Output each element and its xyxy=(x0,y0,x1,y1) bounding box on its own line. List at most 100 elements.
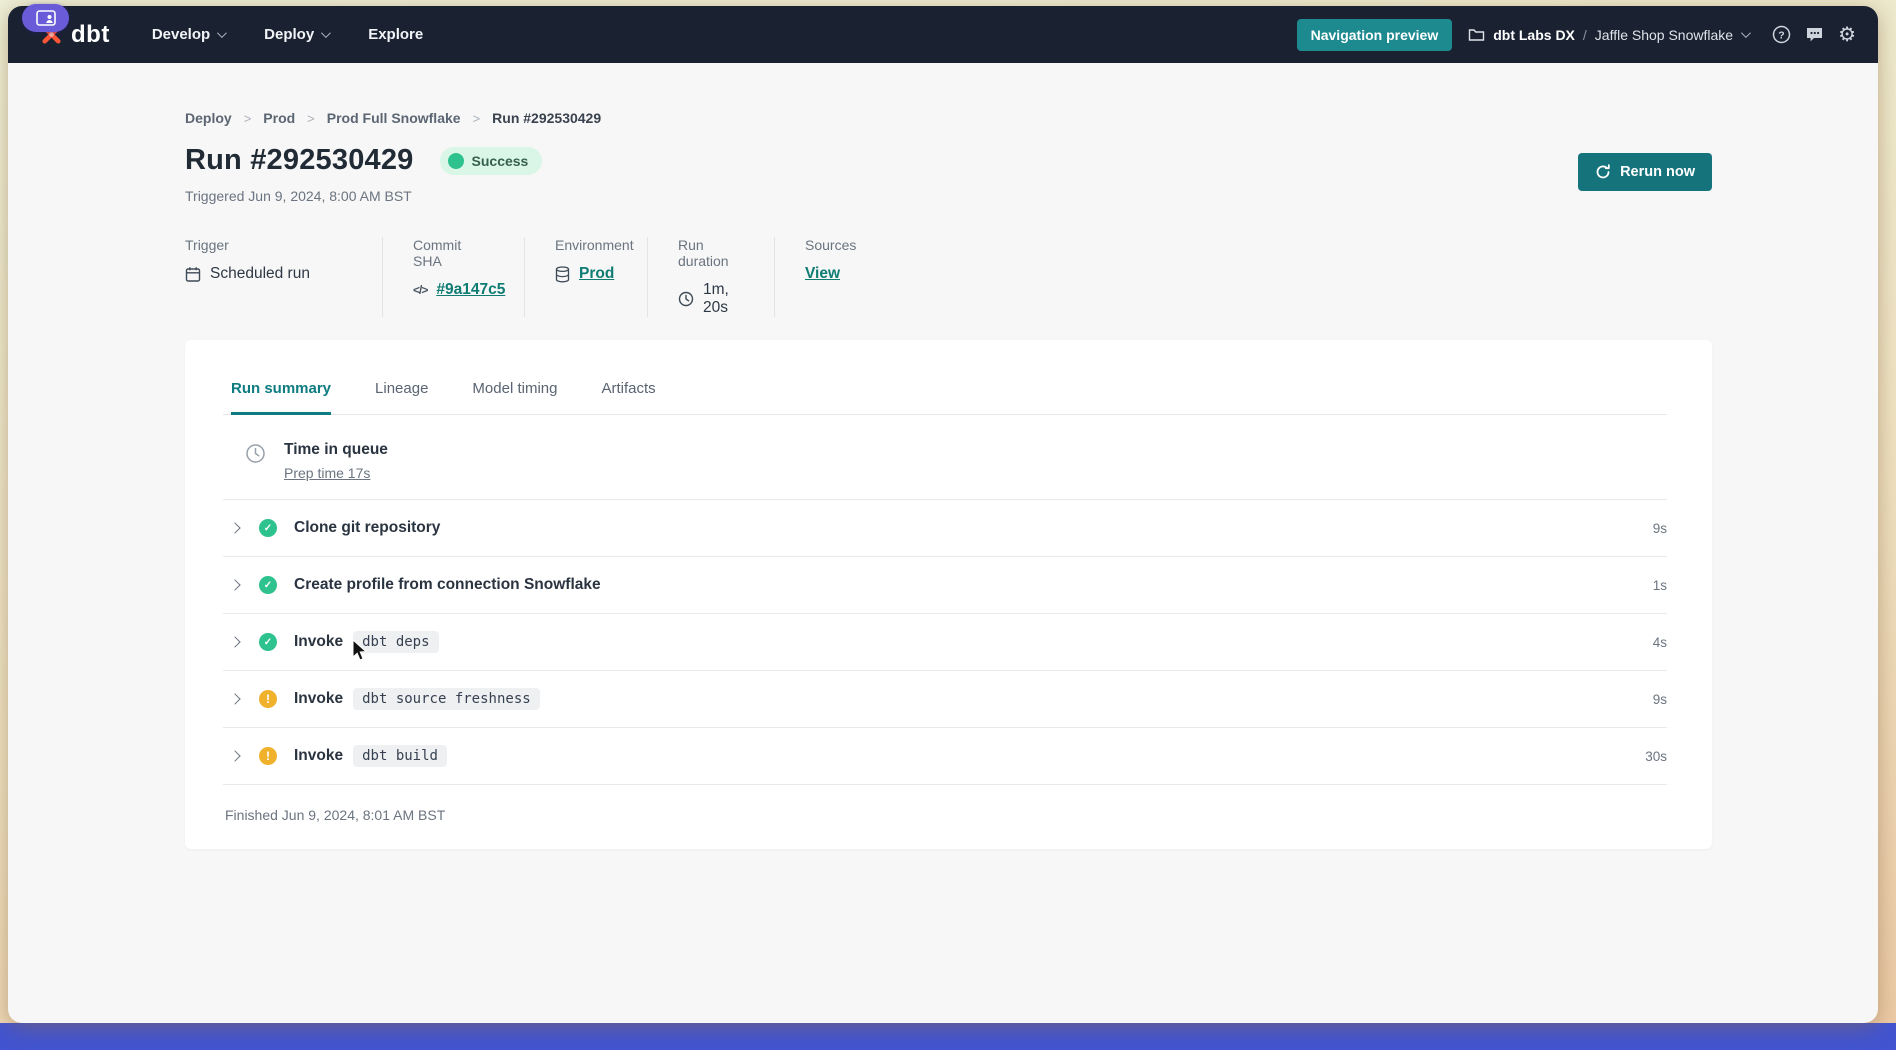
nav-icon-group: ? ⚙ xyxy=(1772,25,1856,45)
triggered-timestamp: Triggered Jun 9, 2024, 8:00 AM BST xyxy=(185,188,412,204)
chevron-down-icon[interactable] xyxy=(1741,28,1751,39)
step-row-dbt-deps[interactable]: Invoke dbt deps 4s xyxy=(223,614,1667,671)
breadcrumb-prod[interactable]: Prod xyxy=(263,110,296,126)
step-duration: 30s xyxy=(1645,748,1667,764)
step-status-icon xyxy=(259,747,277,765)
step-row-clone-git[interactable]: Clone git repository 9s xyxy=(223,500,1667,557)
screen-share-pill[interactable] xyxy=(22,4,69,32)
meta-environment: Environment Prod xyxy=(524,237,647,317)
status-badge-label: Success xyxy=(471,152,529,169)
step-code-chip: dbt deps xyxy=(353,631,439,653)
step-row-create-profile[interactable]: Create profile from connection Snowflake… xyxy=(223,557,1667,614)
menu-develop[interactable]: Develop xyxy=(151,26,228,43)
meta-trigger-label: Trigger xyxy=(185,237,229,253)
commit-sha-link[interactable]: #9a147c5 xyxy=(436,281,506,298)
menu-deploy[interactable]: Deploy xyxy=(264,26,332,43)
tab-lineage[interactable]: Lineage xyxy=(375,380,429,397)
page-title: Run #292530429 xyxy=(185,144,414,176)
meta-run-duration: Run duration 1m, 20s xyxy=(647,237,774,317)
success-check-icon xyxy=(447,152,464,169)
svg-text:?: ? xyxy=(1778,29,1784,41)
expand-chevron-icon[interactable] xyxy=(229,750,241,762)
menu-develop-label: Develop xyxy=(151,26,211,43)
sources-view-link[interactable]: View xyxy=(805,265,841,282)
calendar-icon xyxy=(185,266,201,283)
expand-chevron-icon[interactable] xyxy=(229,579,241,591)
step-duration: 4s xyxy=(1652,634,1667,650)
dbt-logo[interactable]: dbt xyxy=(38,21,110,49)
taskbar-strip xyxy=(0,1023,1896,1050)
folder-icon xyxy=(1468,27,1485,42)
help-icon[interactable]: ? xyxy=(1772,25,1791,44)
feedback-icon[interactable] xyxy=(1805,26,1824,44)
step-duration: 9s xyxy=(1652,691,1667,707)
breadcrumb-separator: > xyxy=(307,110,315,126)
nav-right-group: Navigation preview dbt Labs DX / Jaffle … xyxy=(1296,18,1856,51)
chevron-down-icon xyxy=(321,28,332,39)
environment-link[interactable]: Prod xyxy=(579,265,615,282)
finished-timestamp: Finished Jun 9, 2024, 8:01 AM BST xyxy=(225,807,446,823)
primary-menu: Develop Deploy Explore xyxy=(152,26,423,43)
step-label: Invoke xyxy=(294,747,344,764)
clock-icon xyxy=(678,291,694,307)
step-label: Create profile from connection Snowflake xyxy=(294,576,601,593)
top-nav: dbt Develop Deploy Explore Navigation pr… xyxy=(8,6,1878,63)
meta-sources: Sources View xyxy=(774,237,890,317)
time-in-queue-block: Time in queue Prep time 17s xyxy=(223,415,1667,500)
step-row-dbt-build[interactable]: Invoke dbt build 30s xyxy=(223,728,1667,785)
database-icon xyxy=(555,265,570,283)
dbt-wordmark: dbt xyxy=(71,20,110,48)
tab-bar: Run summary Lineage Model timing Artifac… xyxy=(223,380,1667,415)
meta-trigger: Trigger Scheduled run xyxy=(185,237,382,317)
run-metadata: Trigger Scheduled run Commit SHA </> #9a… xyxy=(185,237,1712,317)
gear-icon[interactable]: ⚙ xyxy=(1838,23,1856,46)
step-status-icon xyxy=(259,690,277,708)
step-duration: 9s xyxy=(1652,520,1667,536)
rerun-now-label: Rerun now xyxy=(1620,164,1695,180)
meta-trigger-value: Scheduled run xyxy=(210,265,310,282)
run-detail-page: Deploy > Prod > Prod Full Snowflake > Ru… xyxy=(185,63,1712,889)
step-row-source-freshness[interactable]: Invoke dbt source freshness 9s xyxy=(223,671,1667,728)
account-breadcrumb[interactable]: dbt Labs DX / Jaffle Shop Snowflake xyxy=(1468,26,1751,43)
expand-chevron-icon[interactable] xyxy=(229,636,241,648)
breadcrumb-run: Run #292530429 xyxy=(492,110,602,126)
expand-chevron-icon[interactable] xyxy=(229,522,241,534)
mouse-cursor xyxy=(352,640,371,662)
tab-model-timing[interactable]: Model timing xyxy=(472,380,558,397)
step-code-chip: dbt build xyxy=(353,745,447,767)
tab-run-summary[interactable]: Run summary xyxy=(231,380,332,415)
browser-profile-icon xyxy=(35,10,56,26)
expand-chevron-icon[interactable] xyxy=(229,693,241,705)
status-badge: Success xyxy=(439,146,543,175)
run-summary-card: Run summary Lineage Model timing Artifac… xyxy=(185,340,1712,849)
chevron-down-icon xyxy=(217,28,228,39)
step-duration: 1s xyxy=(1652,577,1667,593)
prep-time-link[interactable]: Prep time 17s xyxy=(284,465,371,481)
meta-sources-label: Sources xyxy=(805,237,857,253)
breadcrumb-separator: > xyxy=(472,110,481,126)
meta-duration-label: Run duration xyxy=(678,237,729,269)
step-code-chip: dbt source freshness xyxy=(353,688,540,710)
breadcrumb-deploy[interactable]: Deploy xyxy=(185,110,232,126)
meta-duration-value: 1m, 20s xyxy=(703,281,729,316)
path-separator: / xyxy=(1582,26,1587,43)
step-label: Invoke xyxy=(294,633,344,650)
meta-commit-label: Commit SHA xyxy=(413,237,462,269)
project-name[interactable]: Jaffle Shop Snowflake xyxy=(1594,26,1734,43)
title-row: Run #292530429 Success xyxy=(185,144,1712,177)
step-status-icon xyxy=(259,576,277,594)
navigation-preview-button[interactable]: Navigation preview xyxy=(1296,18,1453,51)
menu-explore-label: Explore xyxy=(368,26,424,43)
menu-explore[interactable]: Explore xyxy=(368,26,423,43)
breadcrumb: Deploy > Prod > Prod Full Snowflake > Ru… xyxy=(185,110,1712,126)
breadcrumb-job[interactable]: Prod Full Snowflake xyxy=(326,110,461,126)
meta-commit-sha: Commit SHA </> #9a147c5 xyxy=(382,237,524,317)
step-status-icon xyxy=(259,633,277,651)
meta-environment-label: Environment xyxy=(555,237,634,253)
rerun-now-button[interactable]: Rerun now xyxy=(1578,153,1712,191)
clock-icon xyxy=(245,443,266,464)
time-in-queue-title: Time in queue xyxy=(284,441,388,458)
account-name[interactable]: dbt Labs DX xyxy=(1493,26,1575,43)
tab-artifacts[interactable]: Artifacts xyxy=(601,380,656,397)
step-status-icon xyxy=(259,519,277,537)
